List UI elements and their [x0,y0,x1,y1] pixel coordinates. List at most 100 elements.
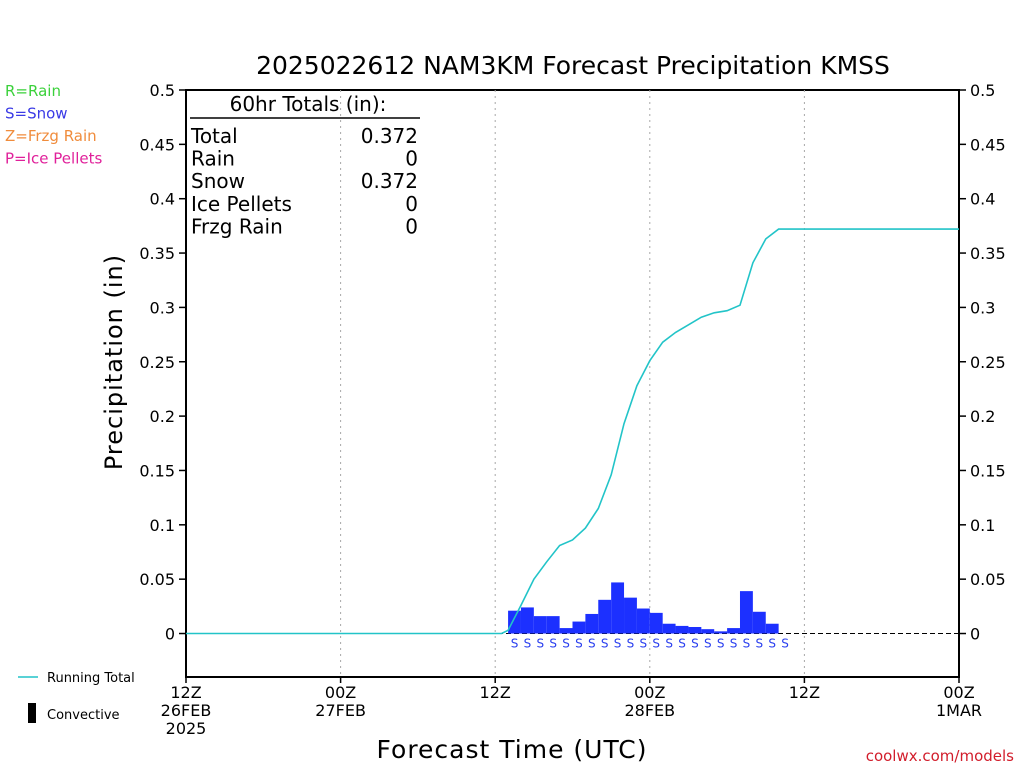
totals-box: 60hr Totals (in): Total 0.372 Rain 0 Snow 0.3… [190,92,420,238]
y-tick-label-left-3: 0.15 [139,461,175,480]
bar-hour-28 [533,616,547,634]
totals-label-0: Total [190,124,238,148]
y-tick-label-right-9: 0.45 [970,135,1006,154]
ptype-hour-47: S [781,637,789,651]
running-total-legend-label: Running Total [47,671,135,686]
ptype-hour-44: S [743,637,751,651]
bar-hour-45 [752,611,766,634]
legend-item-1: S=Snow [5,105,68,123]
ptype-hour-40: S [691,637,699,651]
y-tick-label-right-1: 0.05 [970,570,1006,589]
bar-hour-38 [662,623,676,634]
x-tick-label-1-0: 00Z [325,683,356,702]
y-tick-label-left-7: 0.35 [139,244,175,263]
bar-hour-44 [739,591,753,634]
y-axis-left: 0 0.05 0.1 0.15 0.2 0.25 0.3 0.35 0.4 0.45 0.5 [139,81,186,644]
x-tick-label-2-0: 12Z [480,683,511,702]
ptype-hour-34: S [614,637,622,651]
convective-legend-swatch [28,703,36,723]
ptype-hour-43: S [730,637,738,651]
bar-hour-31 [572,621,586,634]
y-tick-label-left-2: 0.1 [150,516,175,535]
totals-value-4: 0 [405,214,418,238]
x-tick-label-3-0: 00Z [634,683,665,702]
x-tick-label-5-1: 1MAR [936,701,982,720]
ptype-hour-27: S [524,637,532,651]
ptype-hour-38: S [665,637,673,651]
y-tick-label-left-9: 0.45 [139,135,175,154]
totals-header: 60hr Totals (in): [230,92,387,116]
y-tick-label-left-8: 0.4 [150,190,175,209]
bar-hour-34 [611,582,625,634]
totals-label-2: Snow [191,169,245,193]
y-tick-label-right-8: 0.4 [970,190,995,209]
ptype-hour-29: S [549,637,557,651]
x-tick-label-0-0: 12Z [170,683,201,702]
y-tick-label-left-1: 0.05 [139,570,175,589]
x-tick-label-1-1: 27FEB [315,701,366,720]
totals-label-3: Ice Pellets [191,192,292,216]
ptype-hour-39: S [678,637,686,651]
legend-item-3: P=Ice Pellets [5,150,102,168]
totals-value-2: 0.372 [361,169,418,193]
ptype-hour-46: S [768,637,776,651]
y-axis-title: Precipitation (in) [100,254,128,470]
y-tick-label-left-4: 0.2 [150,407,175,426]
bar-hour-40 [688,626,702,634]
y-tick-label-left-6: 0.3 [150,298,175,317]
totals-label-4: Frzg Rain [191,214,283,238]
x-tick-label-5-0: 00Z [943,683,974,702]
x-axis-title: Forecast Time (UTC) [377,735,648,764]
plot-frame [185,89,960,678]
y-tick-label-right-10: 0.5 [970,81,995,100]
ptype-hour-36: S [640,637,648,651]
y-tick-label-left-0: 0 [165,625,175,644]
legend-item-0: R=Rain [5,82,61,100]
y-axis-right: 0 0.05 0.1 0.15 0.2 0.25 0.3 0.35 0.4 0.45 0.5 [959,81,1006,644]
chart-title: 2025022612 NAM3KM Forecast Precipitation… [256,51,890,80]
y-tick-label-left-5: 0.25 [139,353,175,372]
bar-hour-29 [546,616,560,634]
ptype-hour-35: S [627,637,635,651]
totals-value-3: 0 [405,192,418,216]
ptype-hour-28: S [536,637,544,651]
totals-value-0: 0.372 [361,124,418,148]
credit-text: coolwx.com/models [866,747,1014,765]
bar-hour-36 [636,608,650,634]
ptype-hour-41: S [704,637,712,651]
ptype-hour-42: S [717,637,725,651]
ptype-hour-30: S [562,637,570,651]
ptype-hour-33: S [601,637,609,651]
y-tick-label-right-0: 0 [970,625,980,644]
vertical-gridlines [340,90,805,677]
hourly-precip-bars [508,582,779,634]
y-tick-label-right-5: 0.25 [970,353,1006,372]
x-tick-label-3-1: 28FEB [624,701,675,720]
precip-type-legend: R=Rain S=Snow Z=Frzg Rain P=Ice Pellets [5,82,102,168]
y-tick-label-right-4: 0.2 [970,407,995,426]
bar-hour-35 [624,597,637,634]
ptype-hour-26: S [511,637,519,651]
bar-hour-43 [727,628,740,634]
bottom-legend: Running Total Convective [18,671,135,723]
bar-hour-46 [765,623,779,634]
bar-hour-32 [585,613,599,634]
ptype-hour-31: S [575,637,583,651]
bar-hour-37 [649,612,663,634]
bar-hour-39 [675,625,689,634]
x-tick-label-0-1: 26FEB [161,701,212,720]
y-tick-label-right-3: 0.15 [970,461,1006,480]
bar-hour-27 [520,607,534,634]
y-tick-label-left-10: 0.5 [150,81,175,100]
ptype-hour-32: S [588,637,596,651]
running-total-line [186,228,959,635]
bar-hour-41 [701,629,715,634]
bar-hour-33 [598,599,612,634]
y-tick-label-right-7: 0.35 [970,244,1006,263]
y-tick-label-right-2: 0.1 [970,516,995,535]
convective-legend-label: Convective [47,708,120,723]
ptype-hour-37: S [652,637,660,651]
